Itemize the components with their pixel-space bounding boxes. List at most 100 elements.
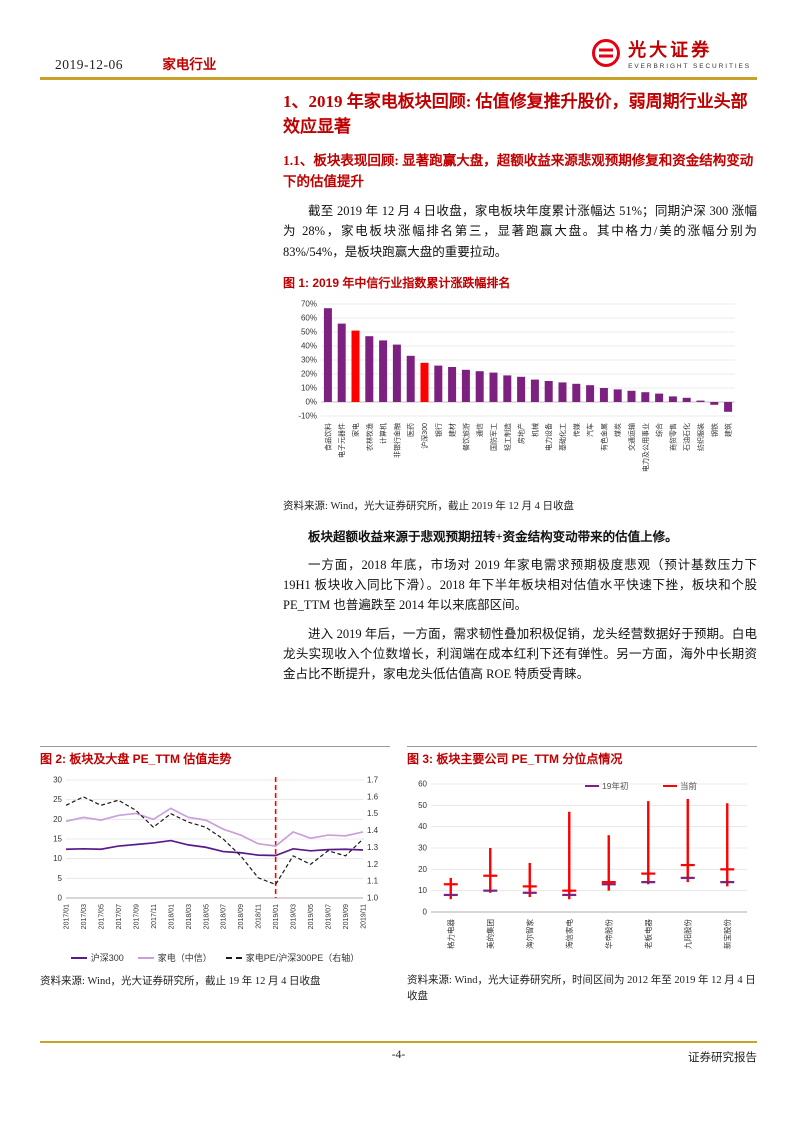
fig1-x-label: 轻工制造: [503, 423, 512, 451]
fig2-legend-item: 沪深300: [70, 951, 124, 964]
fig3-y-label: 20: [418, 865, 427, 874]
fig1-x-label: 房地产: [517, 423, 526, 444]
fig1-y-label: 0%: [305, 397, 317, 406]
fig2-x-label: 2019/11: [361, 904, 368, 929]
fig1-x-label: 电力及公用事业: [641, 423, 650, 472]
fig3-caption: 图 3: 板块主要公司 PE_TTM 分位点情况: [407, 746, 757, 772]
fig1-x-label: 建筑: [724, 423, 733, 437]
fig1-bar: [351, 330, 360, 402]
fig2-box: 图 2: 板块及大盘 PE_TTM 估值走势 0 5 10 15 20 25 30 1.0 1.…: [40, 746, 390, 1005]
fig2-x-label: 2019/03: [291, 904, 298, 929]
main-column: 1、2019 年家电板块回顾: 估值修复推升股价，弱周期行业头部效应显著 1.1…: [283, 90, 757, 684]
fig2-right-y-label: 1.0: [367, 894, 379, 903]
fig2-legend-label: 家电（中信）: [157, 953, 212, 963]
fig2-x-label: 2017/07: [116, 904, 123, 929]
fig1-bar: [544, 380, 553, 402]
fig2-source: 资料来源: Wind，光大证券研究所，截止 19 年 12 月 4 日收盘: [40, 976, 321, 987]
fig3-y-label: 10: [418, 886, 427, 895]
fig2-x-label: 2018/11: [256, 904, 263, 929]
fig1-bar: [379, 340, 388, 402]
footer-gold-rule: [40, 1041, 757, 1043]
fig1-x-label: 钢铁: [710, 423, 719, 437]
fig1-bar: [392, 344, 401, 402]
fig1-bar: [475, 371, 484, 402]
fig1-bar: [461, 369, 470, 402]
fig1-bar: [696, 400, 705, 402]
fig2-right-y-label: 1.7: [367, 776, 379, 785]
fig1-x-label: 有色金属: [599, 423, 608, 451]
fig2-x-label: 2018/09: [238, 904, 245, 929]
fig2-series-line: [65, 796, 364, 886]
fig3-legend-label: 当前: [680, 781, 698, 791]
fig3-range-chart: 0 10 20 30 40 50 60 格力电器 美的集团 海尔智家 海信家电 华帝股份 老板电器 九阳股…: [418, 780, 747, 949]
fig2-x-label: 2018/01: [168, 904, 175, 929]
fig2-series-line: [65, 807, 364, 847]
fig1-y-label: -10%: [298, 411, 317, 420]
paragraph-2018-pessimism: 一方面，2018 年底，市场对 2019 年家电需求预期极度悲观（预计基数压力下…: [283, 557, 757, 613]
fig1-bar: [530, 379, 539, 402]
report-industry: 家电行业: [162, 57, 217, 72]
fig1-x-label: 沪深300: [420, 423, 429, 449]
fig1-x-label: 交通运输: [627, 423, 636, 451]
fig1-bar: [627, 390, 636, 402]
fig3-y-label: 30: [418, 844, 427, 853]
fig1-x-label: 国防军工: [489, 423, 498, 451]
fig3-x-label: 海尔智家: [524, 919, 534, 949]
fig2-x-label: 2017/11: [151, 904, 158, 929]
fig2-right-y-label: 1.6: [367, 792, 379, 801]
fig2-left-y-label: 10: [53, 854, 62, 863]
fig3-x-label: 海信家电: [564, 919, 574, 949]
fig1-x-label: 机械: [530, 423, 539, 437]
fig1-bar: [489, 372, 498, 402]
fig2-x-label: 2017/01: [64, 904, 71, 929]
everbright-logo-icon: [591, 38, 621, 73]
fig3-y-label: 40: [418, 822, 427, 831]
report-header: 2019-12-06 家电行业: [55, 53, 216, 73]
fig1-x-label: 石油石化: [682, 423, 691, 451]
fig2-left-y-label: 5: [58, 874, 63, 883]
fig1-bar: [572, 383, 581, 402]
fig2-left-y-label: 20: [53, 815, 62, 824]
fig1-bar: [365, 336, 374, 402]
fig2-x-label: 2017/03: [81, 904, 88, 929]
fig1-bar: [724, 401, 733, 412]
fig1-bar: [503, 375, 512, 402]
fig1-x-label: 银行: [434, 423, 443, 437]
fig3-x-label: 老板电器: [643, 919, 653, 949]
fig2-x-label: 2019/07: [326, 904, 333, 929]
fig3-x-label: 格力电器: [445, 919, 455, 949]
fig1-bar: [668, 396, 677, 402]
fig2-x-label: 2018/07: [221, 904, 228, 929]
fig1-x-label: 汽车: [586, 423, 595, 437]
fig2-caption: 图 2: 板块及大盘 PE_TTM 估值走势: [40, 746, 390, 772]
subsection-title: 1.1、板块表现回顾: 显著跑赢大盘，超额收益来源悲观预期修复和资金结构变动下的…: [283, 153, 754, 190]
header-gold-rule: [40, 77, 757, 80]
fig2-x-label: 2019/01: [273, 904, 280, 929]
section-title: 1、2019 年家电板块回顾: 估值修复推升股价，弱周期行业头部效应显著: [283, 92, 748, 136]
fig1-x-label: 医药: [406, 423, 415, 437]
line-swatch-ratio: [225, 956, 242, 959]
fig1-bar: [682, 397, 691, 402]
fig1-x-label: 商贸零售: [668, 423, 677, 451]
fig1-bar: [655, 393, 664, 402]
fig1-bar: [558, 382, 567, 402]
fig1-x-label: 家电: [351, 423, 360, 437]
fig1-bar: [434, 365, 443, 402]
fig2-right-y-label: 1.4: [367, 826, 379, 835]
fig3-x-label: 九阳股份: [682, 919, 692, 949]
fig2-right-y-label: 1.2: [367, 860, 379, 869]
brand-logo: 光大证券 EVERBRIGHT SECURITIES: [591, 38, 751, 73]
fig2-right-y-label: 1.1: [367, 877, 379, 886]
fig1-x-label: 煤炭: [613, 423, 622, 437]
brand-name-en: EVERBRIGHT SECURITIES: [628, 62, 751, 70]
footer-label: 证券研究报告: [688, 1052, 757, 1064]
fig2-legend-label: 沪深300: [90, 953, 124, 963]
page-number: -4-: [391, 1049, 406, 1061]
fig1-x-label: 传媒: [572, 423, 581, 437]
fig1-x-label: 综合: [655, 423, 664, 437]
fig1-y-label: 40%: [301, 341, 317, 350]
fig1-x-label: 纺织服装: [696, 423, 705, 451]
fig1-bar: [448, 366, 457, 402]
fig2-legend-label: 家电PE/沪深300PE（右轴）: [245, 953, 360, 963]
